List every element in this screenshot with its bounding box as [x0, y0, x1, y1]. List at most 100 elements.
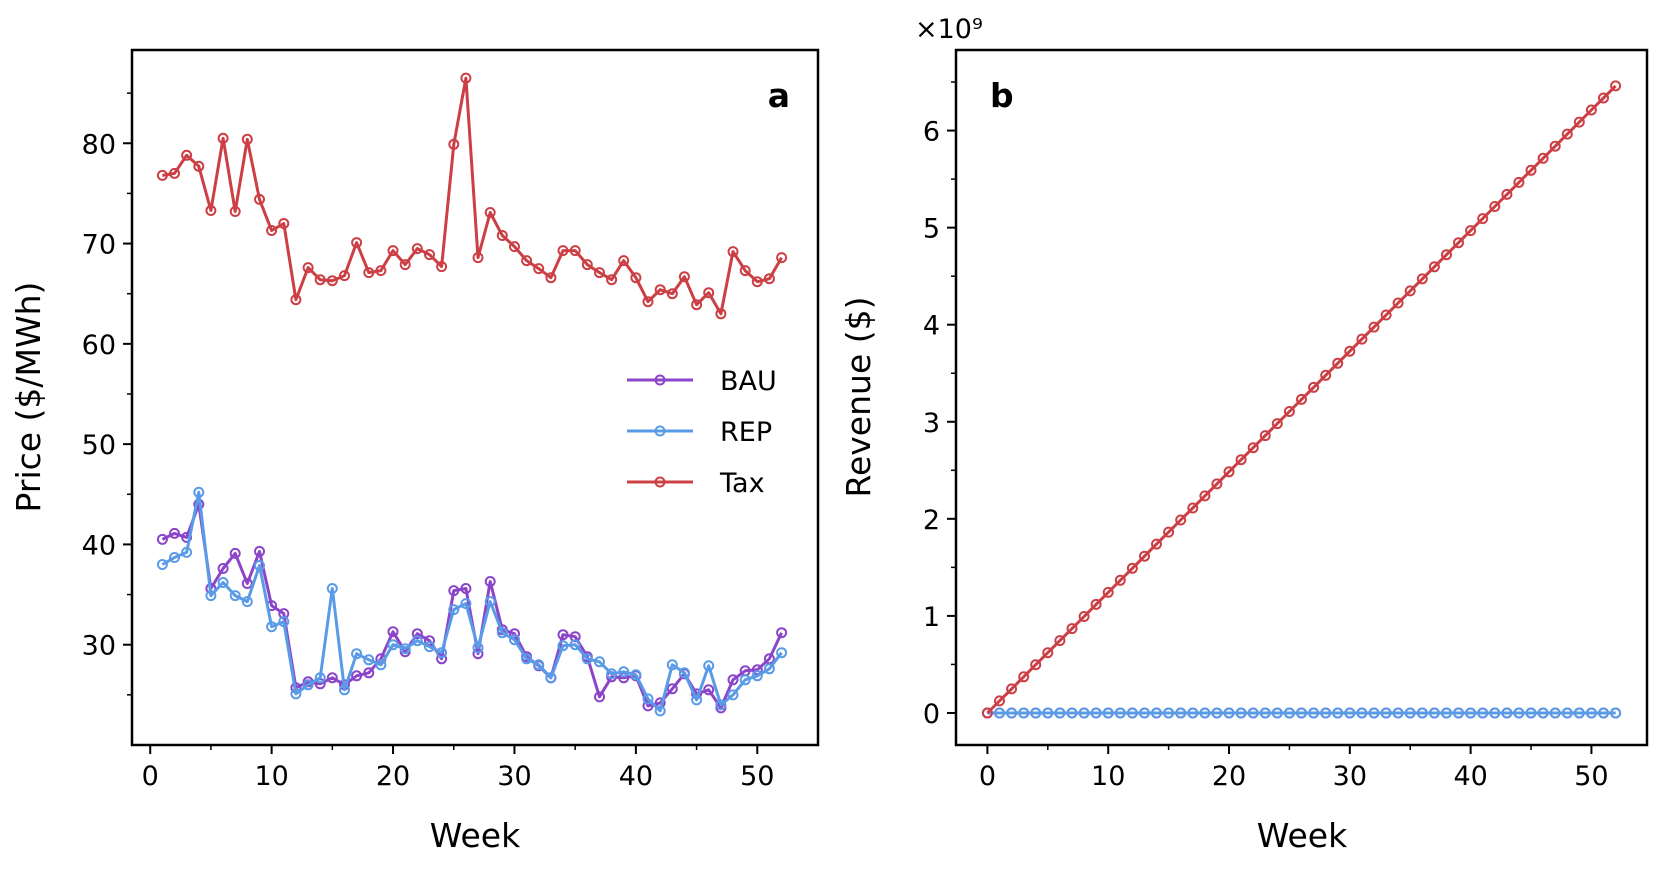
panel-b-y-tick-label: 5 — [923, 214, 940, 245]
panel-b-point-tax — [1585, 104, 1597, 116]
panel-b-point-rep — [1151, 707, 1162, 719]
panel-a-point-tax — [460, 72, 472, 84]
panel-a-y-tick-label: 70 — [82, 230, 116, 261]
panel-b-point-tax — [1441, 249, 1452, 261]
panel-b-point-rep — [1006, 707, 1018, 719]
panel-b-point-tax — [1344, 345, 1356, 357]
panel-a-point-rep — [375, 659, 387, 671]
panel-a-point-tax — [606, 274, 618, 286]
panel-b-point-rep — [1187, 707, 1199, 719]
panel-b-series-rep — [981, 707, 1622, 719]
panel-b-point-rep — [1139, 707, 1150, 719]
panel-b-point-tax — [1018, 671, 1030, 683]
panel-a-point-rep — [509, 634, 520, 646]
panel-a-point-rep — [606, 668, 618, 680]
panel-b-point-rep — [1102, 707, 1114, 719]
panel-b-point-rep — [1030, 707, 1042, 719]
panel-b-point-tax — [1090, 598, 1102, 610]
panel-b-point-rep — [994, 707, 1005, 719]
panel-b-point-tax — [1549, 140, 1561, 152]
panel-a-point-tax — [181, 149, 193, 161]
panel-b-point-tax — [1235, 454, 1247, 466]
panel-a-point-tax — [763, 273, 775, 285]
panel-a-point-rep — [739, 674, 751, 686]
panel-a-point-tax — [751, 276, 763, 288]
panel-b-point-rep — [1078, 707, 1090, 719]
panel-a-point-rep — [193, 486, 205, 498]
legend-label-tax: Tax — [719, 468, 765, 499]
panel-a-point-bau — [351, 670, 363, 682]
panel-a-point-rep — [205, 590, 217, 602]
panel-b-point-tax — [1320, 369, 1332, 381]
panel-a-point-rep — [399, 643, 411, 655]
panel-b-point-tax — [1078, 611, 1090, 622]
panel-a-y-tick-label: 80 — [82, 129, 116, 160]
panel-b-point-rep — [1223, 707, 1235, 719]
panel-a-series-group — [156, 72, 788, 717]
panel-b-series-tax — [981, 80, 1622, 719]
panel-b-point-rep — [1537, 707, 1549, 719]
panel-a-point-tax — [399, 259, 411, 271]
panel-a-point-bau — [557, 629, 569, 641]
panel-b-point-rep — [1199, 707, 1211, 719]
panel-a-point-tax — [727, 246, 739, 258]
panel-a-x-tick-label: 30 — [497, 761, 531, 792]
panel-a-line-tax — [162, 76, 783, 316]
panel-b-point-tax — [1501, 188, 1513, 200]
panel-a-point-rep — [751, 670, 763, 682]
panel-a-point-tax — [472, 252, 484, 264]
panel-a-point-tax — [533, 263, 545, 275]
panel-a-point-rep — [654, 705, 666, 717]
panel-a-x-axis-label: Week — [430, 816, 521, 855]
panel-b-point-tax — [1175, 514, 1187, 526]
panel-a-y-tick-label: 50 — [82, 430, 116, 461]
panel-b-point-tax — [1368, 321, 1380, 333]
panel-b-point-rep — [1513, 707, 1525, 719]
panel-b-point-rep — [1501, 707, 1513, 719]
panel-a-point-rep — [557, 640, 569, 652]
panel-a-x-tick-label: 10 — [254, 761, 288, 792]
panel-b-point-rep — [1598, 707, 1609, 719]
panel-a-point-rep — [448, 604, 460, 616]
panel-a-point-tax — [229, 206, 241, 217]
panel-b-point-rep — [1561, 707, 1573, 719]
panel-b-y-tick-label: 2 — [923, 505, 940, 536]
panel-a-point-tax — [581, 259, 593, 271]
panel-a-point-tax — [691, 299, 703, 311]
panel-a-y-axis-label: Price ($/MWh) — [9, 282, 48, 513]
panel-a-y-tick-label: 60 — [82, 330, 116, 361]
panel-b-point-tax — [1006, 683, 1018, 695]
panel-b-point-tax — [1223, 466, 1235, 478]
panel-b-point-rep — [1114, 707, 1126, 719]
panel-a-point-tax — [314, 274, 326, 286]
panel-a-point-rep — [630, 669, 642, 681]
panel-a-point-rep — [460, 598, 472, 610]
panel-b-y-tick-label: 0 — [923, 699, 940, 730]
panel-a-point-rep — [642, 693, 654, 705]
panel-a-point-rep — [424, 641, 435, 653]
panel-b-point-tax — [1598, 92, 1609, 104]
panel-a-point-rep — [594, 656, 605, 668]
panel-b-point-tax — [1199, 490, 1211, 502]
panel-a-point-bau — [448, 585, 460, 597]
panel-a-point-tax — [776, 252, 788, 264]
panel-b-y-axis-label: Revenue ($) — [839, 297, 878, 498]
panel-a-point-rep — [715, 699, 727, 711]
panel-a-point-tax — [521, 255, 533, 267]
panel-b-point-rep — [1247, 707, 1259, 719]
panel-b-x-tick-label: 30 — [1333, 761, 1367, 792]
panel-b-point-rep — [1392, 707, 1404, 719]
panel-b-point-rep — [1549, 707, 1561, 719]
panel-a-point-tax — [205, 205, 217, 216]
panel-b-point-rep — [1441, 707, 1452, 719]
panel-a-point-rep — [678, 667, 690, 679]
panel-b-point-tax — [1465, 225, 1477, 237]
panel-b-x-tick-label: 10 — [1091, 761, 1125, 792]
panel-b-y-tick-label: 1 — [923, 602, 940, 633]
panel-a-point-bau — [156, 533, 168, 545]
panel-b-point-tax — [1356, 333, 1368, 345]
panel-a-point-bau — [703, 684, 715, 696]
panel-b-point-rep — [1283, 707, 1295, 719]
panel-a-point-rep — [229, 590, 241, 602]
panel-a-point-rep — [666, 659, 678, 671]
